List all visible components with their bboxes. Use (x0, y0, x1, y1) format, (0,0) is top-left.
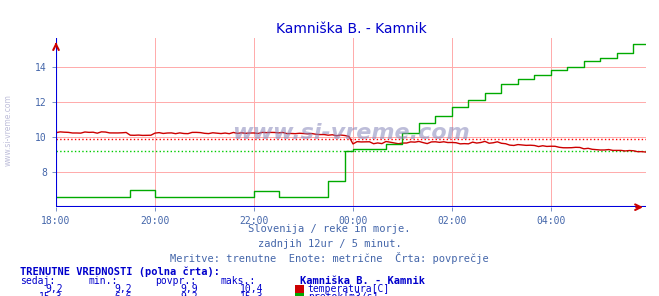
Text: 6,6: 6,6 (114, 292, 132, 296)
Text: maks.:: maks.: (221, 276, 256, 286)
Text: 9,2: 9,2 (45, 284, 63, 294)
Text: TRENUTNE VREDNOSTI (polna črta):: TRENUTNE VREDNOSTI (polna črta): (20, 266, 219, 277)
Text: povpr.:: povpr.: (155, 276, 196, 286)
Text: zadnjih 12ur / 5 minut.: zadnjih 12ur / 5 minut. (258, 239, 401, 249)
Text: Meritve: trenutne  Enote: metrične  Črta: povprečje: Meritve: trenutne Enote: metrične Črta: … (170, 252, 489, 264)
Text: pretok[m3/s]: pretok[m3/s] (308, 292, 378, 296)
Text: Slovenija / reke in morje.: Slovenija / reke in morje. (248, 224, 411, 234)
Text: 9,9: 9,9 (180, 284, 198, 294)
Text: sedaj:: sedaj: (20, 276, 55, 286)
Text: 15,3: 15,3 (39, 292, 63, 296)
Text: temperatura[C]: temperatura[C] (308, 284, 390, 294)
Text: min.:: min.: (89, 276, 119, 286)
Title: Kamniška B. - Kamnik: Kamniška B. - Kamnik (275, 22, 426, 36)
Text: www.si-vreme.com: www.si-vreme.com (232, 123, 470, 143)
Text: 15,3: 15,3 (240, 292, 264, 296)
Text: 9,2: 9,2 (114, 284, 132, 294)
Text: Kamniška B. - Kamnik: Kamniška B. - Kamnik (300, 276, 425, 286)
Text: www.si-vreme.com: www.si-vreme.com (3, 94, 13, 166)
Text: 9,2: 9,2 (180, 292, 198, 296)
Text: 10,4: 10,4 (240, 284, 264, 294)
